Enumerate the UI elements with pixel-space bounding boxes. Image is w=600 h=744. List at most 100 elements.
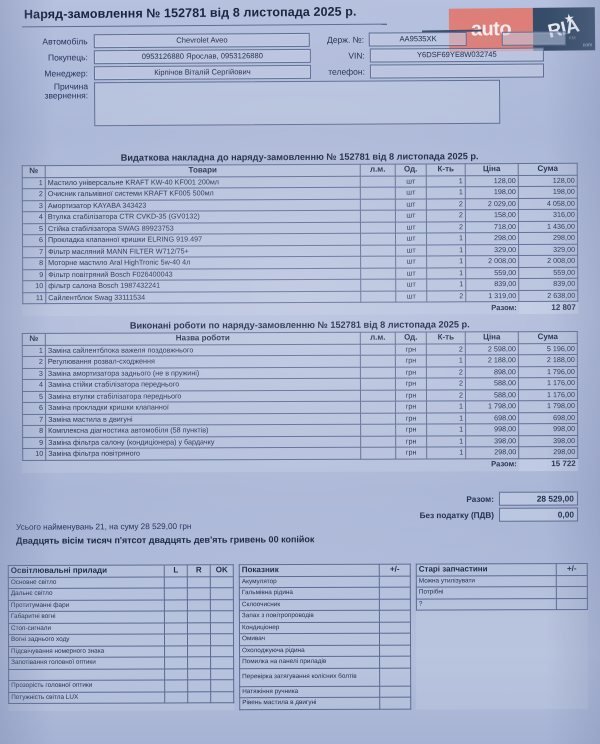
lighting-table: Освітлювальні прилади L R OK Основне сві… [8, 564, 234, 704]
manager-field[interactable]: Кірпічов Віталій Сергійович [93, 64, 311, 81]
cell-lm [360, 233, 396, 245]
checklist-checkbox-cell[interactable] [379, 598, 411, 611]
cell-lm [360, 412, 396, 425]
list-item: Гальмівна рідина [239, 587, 411, 600]
checklist-checkbox-cell[interactable] [187, 679, 211, 692]
cell-price: 998,00 [465, 423, 519, 436]
checklist-checkbox-cell[interactable] [556, 574, 588, 587]
checklist-checkbox-cell[interactable] [379, 644, 411, 657]
checklist-checkbox-cell[interactable] [210, 587, 234, 600]
reason-field[interactable] [94, 79, 501, 127]
mileage-field[interactable] [502, 31, 567, 46]
checklist-checkbox-cell[interactable] [379, 575, 411, 588]
cell-od: грн [395, 389, 427, 402]
grand-total-value: 0,00 [498, 507, 579, 522]
checklist-checkbox-cell[interactable] [187, 691, 211, 703]
checklist-checkbox-cell[interactable] [379, 656, 411, 668]
cell-lm [360, 198, 396, 211]
checklist-checkbox-cell[interactable] [210, 691, 234, 703]
grand-totals: Разом: 28 529,00 Без податку (ПДВ) 0,00 [328, 491, 579, 524]
cell-od: шт [395, 290, 427, 303]
cell-kt: 1 [426, 412, 466, 425]
list-item: Потужність світла LUX [8, 691, 234, 704]
list-item: Потрібні [416, 586, 588, 599]
checklist-checkbox-cell[interactable] [187, 587, 211, 600]
checklist-checkbox-cell[interactable] [164, 622, 188, 634]
cell-sum: 2 008,00 [518, 255, 578, 268]
cell-lm [360, 401, 396, 413]
cell-price: 298,00 [465, 446, 519, 459]
cell-lm [360, 355, 396, 367]
checklist-checkbox-cell[interactable] [210, 599, 234, 611]
grand-total-value: 28 529,00 [498, 491, 578, 506]
phone-field[interactable] [369, 63, 544, 79]
cell-od: грн [395, 447, 427, 459]
indicators-col-name: Показник [239, 564, 380, 577]
checklist-checkbox-cell[interactable] [210, 610, 234, 623]
checklist-checkbox-cell[interactable] [187, 610, 211, 623]
checklist-checkbox-cell[interactable] [210, 656, 234, 669]
cell-num: 10 [22, 280, 46, 293]
lighting-col-l: L [164, 564, 188, 577]
list-item: Габаритні вогні [8, 610, 234, 624]
buyer-field[interactable]: 0953126880 Ярослав, 0953126880 [93, 48, 311, 65]
cell-lm [360, 175, 396, 188]
checklist-checkbox-cell[interactable] [210, 668, 234, 680]
cell-num: 6 [22, 402, 46, 414]
checklist-checkbox-cell[interactable] [164, 633, 188, 646]
cell-od: грн [395, 412, 427, 425]
vin-field[interactable]: Y6DSF69YE8W032745 [369, 47, 544, 63]
cell-lm [360, 366, 396, 379]
checklist-checkbox-cell[interactable] [187, 576, 211, 588]
checklist-checkbox-cell[interactable] [164, 576, 188, 588]
checklist-checkbox-cell[interactable] [164, 691, 188, 703]
plate-field[interactable]: AA9535XK [369, 31, 468, 47]
checklist-checkbox-cell[interactable] [187, 622, 211, 634]
cell-price: 698,00 [465, 412, 519, 424]
cell-kt: 1 [426, 278, 466, 291]
works-table: № Назва роботи л.м. Од. К-ть Ціна Сума 1… [21, 331, 579, 473]
manager-row: Менеджер: Кірпічов Віталій Сергійович те… [16, 63, 576, 81]
cell-num: 7 [22, 246, 46, 258]
cell-kt: 1 [426, 267, 466, 279]
checklist-checkbox-cell[interactable] [187, 645, 211, 657]
checklist-checkbox-cell[interactable] [187, 656, 211, 669]
cell-num: 2 [22, 356, 46, 368]
checklist-checkbox-cell[interactable] [379, 587, 411, 599]
checklist-checkbox-cell[interactable] [164, 599, 188, 611]
checklist-checkbox-cell[interactable] [379, 610, 411, 622]
checklist-checkbox-cell[interactable] [379, 685, 411, 698]
car-field[interactable]: Chevrolet Aveo [93, 32, 311, 49]
checklist-checkbox-cell[interactable] [164, 656, 188, 669]
checklist-checkbox-cell[interactable] [556, 597, 588, 610]
indicators-col-sign: +/- [379, 564, 411, 576]
cell-sum: 329,00 [518, 243, 578, 256]
checklist-checkbox-cell[interactable] [210, 633, 234, 646]
checklist-checkbox-cell[interactable] [187, 599, 211, 611]
goods-col-price: Ціна [465, 163, 519, 176]
checklist-checkbox-cell[interactable] [210, 622, 234, 634]
checklist-checkbox-cell[interactable] [379, 633, 411, 645]
checklist-checkbox-cell[interactable] [210, 576, 234, 588]
checklist-checkbox-cell[interactable] [187, 633, 211, 646]
checklist-label: Помилка на панелі приладів [239, 656, 380, 669]
checklist-checkbox-cell[interactable] [164, 679, 188, 692]
grand-total-label: Разом: [466, 494, 494, 504]
checklist-checkbox-cell[interactable] [210, 645, 234, 657]
cell-sum: 559,00 [518, 266, 578, 279]
cell-kt: 1 [426, 255, 466, 268]
cell-lm [360, 267, 396, 280]
cell-sum: 2 188,00 [518, 354, 578, 367]
checklist-checkbox-cell[interactable] [164, 668, 188, 680]
checklist-checkbox-cell[interactable] [210, 679, 234, 692]
checklist-checkbox-cell[interactable] [379, 697, 411, 709]
checklist-checkbox-cell[interactable] [379, 621, 411, 634]
checklist-checkbox-cell[interactable] [379, 667, 411, 686]
checklist-checkbox-cell[interactable] [164, 610, 188, 623]
checklist-checkbox-cell[interactable] [164, 645, 188, 657]
checklist-checkbox-cell[interactable] [556, 586, 588, 599]
checklist-checkbox-cell[interactable] [164, 587, 188, 600]
checklist-checkbox-cell[interactable] [187, 668, 211, 680]
cell-sum: 1 176,00 [518, 389, 578, 401]
